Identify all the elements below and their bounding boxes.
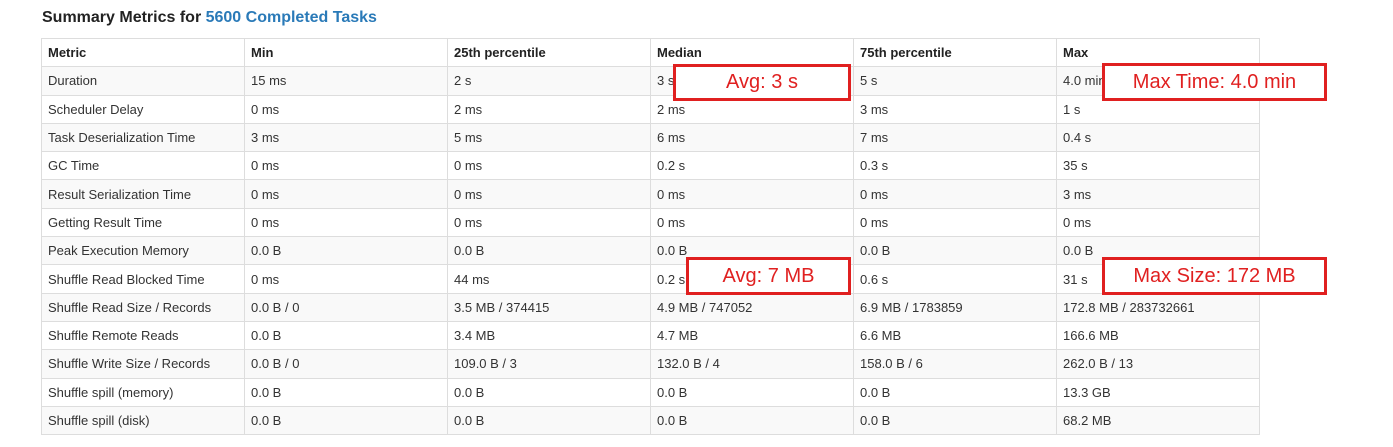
metric-value-cell: 2 s (447, 66, 651, 96)
table-row: Getting Result Time 0 ms 0 ms 0 ms 0 ms 0 ms (41, 207, 1260, 238)
table-row: Scheduler Delay 0 ms 2 ms 2 ms 3 ms 1 s (41, 94, 1260, 124)
column-header[interactable]: Metric (41, 37, 245, 68)
metric-name-cell: Duration (41, 66, 245, 96)
metric-value-cell: 0.0 B (447, 405, 651, 436)
metric-value-cell: 4.7 MB (650, 320, 854, 351)
metric-name-cell: Shuffle Read Size / Records (41, 292, 245, 322)
table-row: Shuffle Write Size / Records 0.0 B / 0 109… (41, 349, 1260, 379)
column-header[interactable]: Min (244, 37, 448, 68)
summary-heading-prefix: Summary Metrics for (42, 9, 206, 26)
metric-value-cell: 0.0 B / 0 (244, 349, 448, 379)
metric-value-cell: 262.0 B / 13 (1056, 349, 1260, 379)
metric-value-cell: 13.3 GB (1056, 377, 1260, 407)
metric-value-cell: 0 ms (244, 264, 448, 294)
metric-value-cell: 0.0 B (447, 236, 651, 266)
column-header[interactable]: 25th percentile (447, 37, 651, 68)
metric-value-cell: 6.6 MB (853, 320, 1057, 351)
metric-name-cell: Shuffle spill (disk) (41, 405, 245, 436)
metric-value-cell: 0.3 s (853, 151, 1057, 181)
avg-time-callout: Avg: 3 s (673, 64, 851, 101)
metric-value-cell: 5 s (853, 66, 1057, 96)
column-header[interactable]: Median (650, 37, 854, 68)
metric-value-cell: 158.0 B / 6 (853, 349, 1057, 379)
table-row: Shuffle Read Size / Records 0.0 B / 0 3.5 … (41, 292, 1260, 322)
metric-value-cell: 166.6 MB (1056, 320, 1260, 351)
metric-value-cell: 0 ms (447, 179, 651, 209)
metric-name-cell: Task Deserialization Time (41, 122, 245, 153)
metric-value-cell: 0.0 B / 0 (244, 292, 448, 322)
metric-value-cell: 0.0 B (650, 405, 854, 436)
metric-value-cell: 0.0 B (853, 405, 1057, 436)
metric-value-cell: 4.9 MB / 747052 (650, 292, 854, 322)
table-row: GC Time 0 ms 0 ms 0.2 s 0.3 s 35 s (41, 151, 1260, 181)
metric-value-cell: 7 ms (853, 122, 1057, 153)
column-header[interactable]: 75th percentile (853, 37, 1057, 68)
table-row: Result Serialization Time 0 ms 0 ms 0 ms 0 m… (41, 179, 1260, 209)
table-row: Shuffle Remote Reads 0.0 B 3.4 MB 4.7 MB 6.6… (41, 320, 1260, 351)
table-row: Shuffle spill (disk) 0.0 B 0.0 B 0.0 B 0.0 B… (41, 405, 1260, 436)
metric-value-cell: 132.0 B / 4 (650, 349, 854, 379)
summary-heading: Summary Metrics for 5600 Completed Tasks (42, 7, 377, 29)
metric-name-cell: Shuffle Write Size / Records (41, 349, 245, 379)
max-time-callout: Max Time: 4.0 min (1102, 63, 1327, 101)
metric-value-cell: 3 ms (244, 122, 448, 153)
metric-value-cell: 0 ms (244, 151, 448, 181)
metric-value-cell: 0.0 B (853, 377, 1057, 407)
metric-value-cell: 0 ms (447, 151, 651, 181)
metric-name-cell: Shuffle spill (memory) (41, 377, 245, 407)
metric-name-cell: Peak Execution Memory (41, 236, 245, 266)
metric-value-cell: 68.2 MB (1056, 405, 1260, 436)
metric-value-cell: 0 ms (650, 207, 854, 238)
metric-value-cell: 0 ms (853, 179, 1057, 209)
metric-value-cell: 6.9 MB / 1783859 (853, 292, 1057, 322)
metric-value-cell: 0.0 B (244, 377, 448, 407)
metric-value-cell: 0.0 B (853, 236, 1057, 266)
metric-value-cell: 0.0 B (244, 320, 448, 351)
metric-value-cell: 0.6 s (853, 264, 1057, 294)
table-row: Shuffle spill (memory) 0.0 B 0.0 B 0.0 B 0.0… (41, 377, 1260, 407)
metric-value-cell: 44 ms (447, 264, 651, 294)
metric-value-cell: 0 ms (447, 207, 651, 238)
metric-value-cell: 3 ms (1056, 179, 1260, 209)
metric-value-cell: 6 ms (650, 122, 854, 153)
metric-value-cell: 0 ms (244, 207, 448, 238)
metric-value-cell: 0 ms (244, 94, 448, 124)
metric-name-cell: Getting Result Time (41, 207, 245, 238)
metric-value-cell: 109.0 B / 3 (447, 349, 651, 379)
metric-value-cell: 0.0 B (650, 377, 854, 407)
avg-size-callout: Avg: 7 MB (686, 257, 851, 295)
max-size-callout: Max Size: 172 MB (1102, 257, 1327, 295)
metric-value-cell: 2 ms (447, 94, 651, 124)
metric-value-cell: 0.0 B (244, 405, 448, 436)
metric-value-cell: 0 ms (853, 207, 1057, 238)
metric-name-cell: GC Time (41, 151, 245, 181)
metric-value-cell: 0.0 B (447, 377, 651, 407)
metric-value-cell: 0 ms (1056, 207, 1260, 238)
table-row: Task Deserialization Time 3 ms 5 ms 6 ms 7 m… (41, 122, 1260, 153)
metric-value-cell: 15 ms (244, 66, 448, 96)
summary-metrics-table: Metric Min 25th percentile Median 75th perce… (41, 37, 1260, 436)
table-row: Peak Execution Memory 0.0 B 0.0 B 0.0 B 0.0 … (41, 236, 1260, 266)
metric-name-cell: Shuffle Read Blocked Time (41, 264, 245, 294)
metric-value-cell: 0 ms (244, 179, 448, 209)
metric-name-cell: Result Serialization Time (41, 179, 245, 209)
metric-value-cell: 0.2 s (650, 151, 854, 181)
metric-name-cell: Shuffle Remote Reads (41, 320, 245, 351)
metric-value-cell: 5 ms (447, 122, 651, 153)
metric-value-cell: 0.0 B (244, 236, 448, 266)
metric-value-cell: 0 ms (650, 179, 854, 209)
completed-tasks-link[interactable]: 5600 Completed Tasks (205, 9, 377, 26)
metric-value-cell: 35 s (1056, 151, 1260, 181)
metric-value-cell: 3.5 MB / 374415 (447, 292, 651, 322)
metric-name-cell: Scheduler Delay (41, 94, 245, 124)
metric-value-cell: 0.4 s (1056, 122, 1260, 153)
metric-value-cell: 3 ms (853, 94, 1057, 124)
table-header-row: Metric Min 25th percentile Median 75th perce… (41, 37, 1260, 68)
column-header[interactable]: Max (1056, 37, 1260, 68)
metric-value-cell: 3.4 MB (447, 320, 651, 351)
metric-value-cell: 172.8 MB / 283732661 (1056, 292, 1260, 322)
